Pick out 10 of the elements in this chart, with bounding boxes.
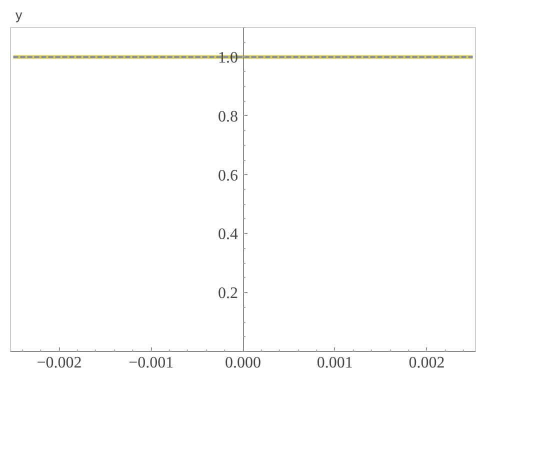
y-tick-label: 0.4 — [218, 226, 238, 244]
y-tick-label: 0.8 — [218, 108, 238, 126]
text: y — [16, 8, 22, 22]
y-tick-label: 0.2 — [218, 285, 238, 302]
y-tick-label: 0.6 — [218, 167, 238, 184]
x-tick-label: −0.002 — [36, 354, 82, 372]
x-tick-label: −0.001 — [128, 354, 174, 372]
x-tick-label: 0.000 — [225, 354, 261, 372]
x-tick-label: 0.001 — [316, 354, 353, 372]
x-tick-label: 0.002 — [408, 354, 445, 372]
